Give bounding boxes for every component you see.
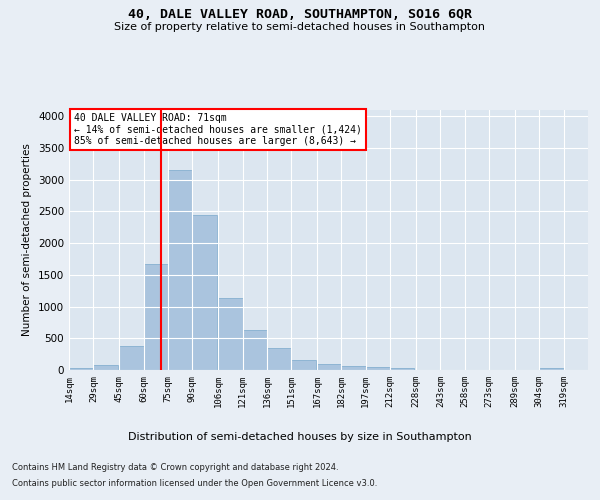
Bar [218,298,242,370]
Text: 40 DALE VALLEY ROAD: 71sqm
← 14% of semi-detached houses are smaller (1,424)
85%: 40 DALE VALLEY ROAD: 71sqm ← 14% of semi… [74,112,362,146]
Bar [143,264,168,370]
Bar [119,346,143,370]
Bar [539,368,563,370]
Bar [291,360,316,370]
Bar [390,368,415,370]
Text: 40, DALE VALLEY ROAD, SOUTHAMPTON, SO16 6QR: 40, DALE VALLEY ROAD, SOUTHAMPTON, SO16 … [128,8,472,20]
Bar [317,364,341,370]
Bar [168,170,192,370]
Bar [94,365,118,370]
Text: Size of property relative to semi-detached houses in Southampton: Size of property relative to semi-detach… [115,22,485,32]
Bar [69,368,94,370]
Bar [192,214,217,370]
Bar [341,366,366,370]
Bar [267,348,291,370]
Text: Distribution of semi-detached houses by size in Southampton: Distribution of semi-detached houses by … [128,432,472,442]
Text: Contains public sector information licensed under the Open Government Licence v3: Contains public sector information licen… [12,478,377,488]
Bar [366,366,390,370]
Y-axis label: Number of semi-detached properties: Number of semi-detached properties [22,144,32,336]
Text: Contains HM Land Registry data © Crown copyright and database right 2024.: Contains HM Land Registry data © Crown c… [12,464,338,472]
Bar [242,330,267,370]
